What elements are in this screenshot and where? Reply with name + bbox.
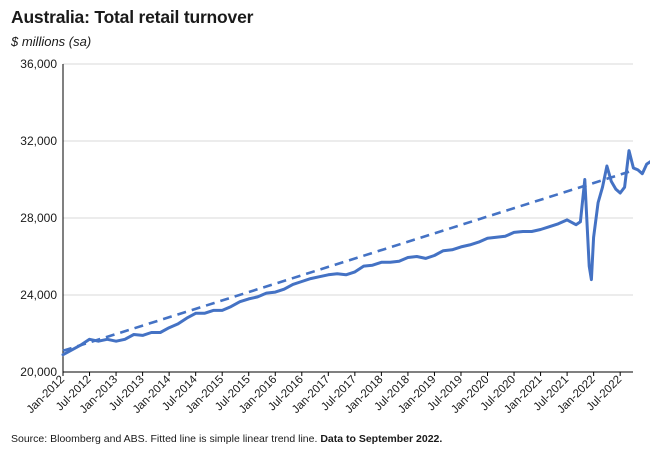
turnover-line — [61, 149, 650, 357]
source-note: Source: Bloomberg and ABS. Fitted line i… — [11, 433, 442, 445]
y-tick-label: 36,000 — [20, 57, 57, 71]
y-tick-label: 32,000 — [20, 134, 57, 148]
trend-line — [62, 170, 630, 353]
y-tick-label: 28,000 — [20, 211, 57, 225]
source-date-note: Data to September 2022. — [320, 433, 443, 445]
y-tick-label: 24,000 — [20, 288, 57, 302]
y-tick-label: 20,000 — [20, 365, 57, 379]
chart-title: Australia: Total retail turnover — [11, 7, 254, 27]
source-text: Source: Bloomberg and ABS. Fitted line i… — [11, 433, 321, 445]
chart-subtitle: $ millions (sa) — [11, 34, 92, 49]
